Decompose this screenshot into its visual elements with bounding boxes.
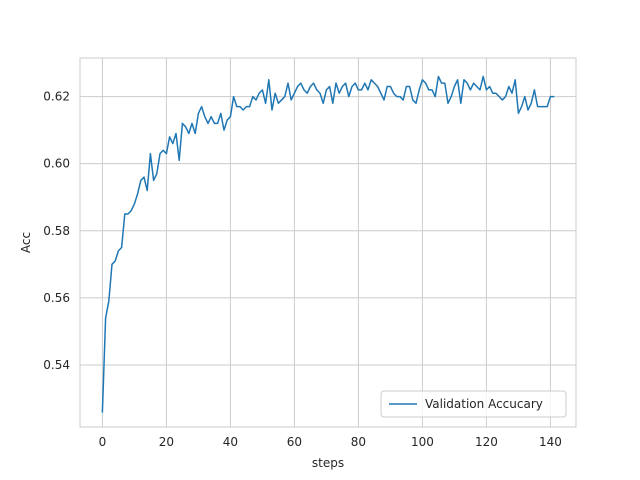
x-tick-label: 140 [539,435,562,449]
y-tick-label: 0.56 [43,291,70,305]
series-line [101,75,555,413]
legend-label: Validation Accucary [425,397,543,411]
x-tick-label: 40 [223,435,238,449]
legend: Validation Accucary [380,390,567,418]
x-tick-label: 100 [411,435,434,449]
x-tick-label: 0 [99,435,107,449]
y-axis-label: Acc [19,232,33,253]
grid [79,57,577,428]
x-tick-label: 20 [159,435,174,449]
y-tick-labels: 0.54 0.56 0.58 0.60 0.62 [43,90,70,372]
x-tick-label: 120 [475,435,498,449]
y-tick-label: 0.54 [43,358,70,372]
series-layer [101,75,555,413]
y-tick-label: 0.60 [43,157,70,171]
plot-area [80,58,576,427]
y-tick-label: 0.62 [43,90,70,104]
x-tick-label: 60 [287,435,302,449]
y-tick-label: 0.58 [43,224,70,238]
plot-frame [79,57,577,428]
x-tick-labels: 0 20 40 60 80 100 120 140 [99,435,562,449]
x-axis-label: steps [312,456,344,470]
x-tick-label: 80 [351,435,366,449]
legend-box [380,390,567,418]
